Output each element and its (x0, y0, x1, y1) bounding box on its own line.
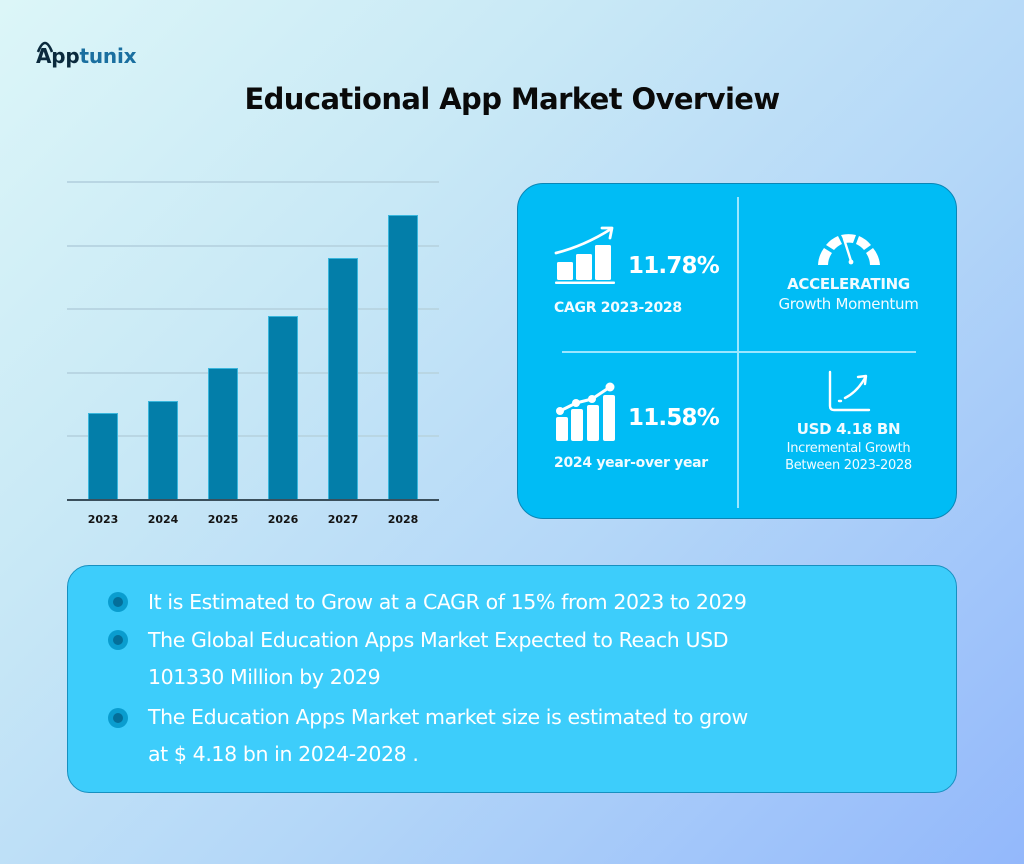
gridline (67, 435, 439, 438)
highlight-line: 101330 Million by 2029 (148, 665, 381, 689)
gridline (67, 181, 439, 183)
stats-panel: 11.78% CAGR 2023-2028 ACCELERATING Growt… (517, 183, 957, 519)
cagr-label: CAGR 2023-2028 (554, 300, 682, 316)
highlight-text: The Global Education Apps Market Expecte… (148, 622, 868, 696)
horizontal-divider (562, 351, 916, 353)
x-axis-label: 2023 (87, 513, 119, 526)
incremental-stat: USD 4.18 BN Incremental Growth Between 2… (739, 370, 958, 473)
incremental-value: USD 4.18 BN (796, 420, 901, 438)
yoy-value: 11.58% (628, 405, 720, 431)
apptunix-logo: App tunix (36, 38, 137, 68)
yoy-label: 2024 year-over year (554, 455, 708, 471)
gridline (67, 244, 439, 247)
highlight-line: The Education Apps Market market size is… (148, 705, 748, 729)
speedometer-icon (817, 234, 880, 265)
momentum-stat: ACCELERATING Growth Momentum (739, 229, 958, 313)
logo-app-text: App (36, 41, 80, 68)
bar-2024 (148, 400, 178, 500)
x-axis-label: 2027 (327, 513, 359, 526)
highlight-line: It is Estimated to Grow at a CAGR of 15%… (148, 590, 747, 614)
gridline (67, 371, 439, 374)
bar-2028 (388, 215, 418, 500)
logo-part2: tunix (79, 44, 137, 68)
logo-arc-icon (36, 41, 54, 53)
incremental-label-line2: Between 2023-2028 (785, 458, 912, 473)
momentum-headline: ACCELERATING (787, 275, 910, 293)
highlight-text: The Education Apps Market market size is… (148, 699, 868, 773)
growth-curve-icon (828, 370, 870, 412)
highlights-panel: It is Estimated to Grow at a CAGR of 15%… (67, 565, 957, 793)
highlight-text: It is Estimated to Grow at a CAGR of 15%… (148, 584, 868, 621)
bar-2025 (208, 367, 238, 500)
bullet-icon (108, 708, 128, 728)
page-title: Educational App Market Overview (244, 82, 780, 116)
bar-chart-up-arrow-icon (554, 226, 615, 284)
bar-2027 (328, 258, 358, 500)
bar-chart-line-icon (556, 382, 615, 441)
x-axis-label: 2024 (147, 513, 179, 526)
x-axis-line (67, 499, 439, 501)
momentum-label: Growth Momentum (778, 295, 919, 313)
bullet-icon (108, 630, 128, 650)
x-axis-label: 2025 (207, 513, 239, 526)
logo-part1: App (36, 44, 80, 68)
bar-2023 (88, 412, 118, 500)
bar-2026 (268, 316, 298, 500)
bullet-icon (108, 592, 128, 612)
highlight-line: at $ 4.18 bn in 2024-2028 . (148, 742, 419, 766)
x-axis-label: 2026 (267, 513, 299, 526)
gridline (67, 308, 439, 311)
incremental-label-line1: Incremental Growth (786, 441, 911, 456)
x-axis-label: 2028 (387, 513, 419, 526)
highlight-line: The Global Education Apps Market Expecte… (148, 628, 729, 652)
bar-chart: 2023 2024 2025 2026 2027 2028 (67, 150, 439, 540)
cagr-value: 11.78% (628, 253, 720, 279)
